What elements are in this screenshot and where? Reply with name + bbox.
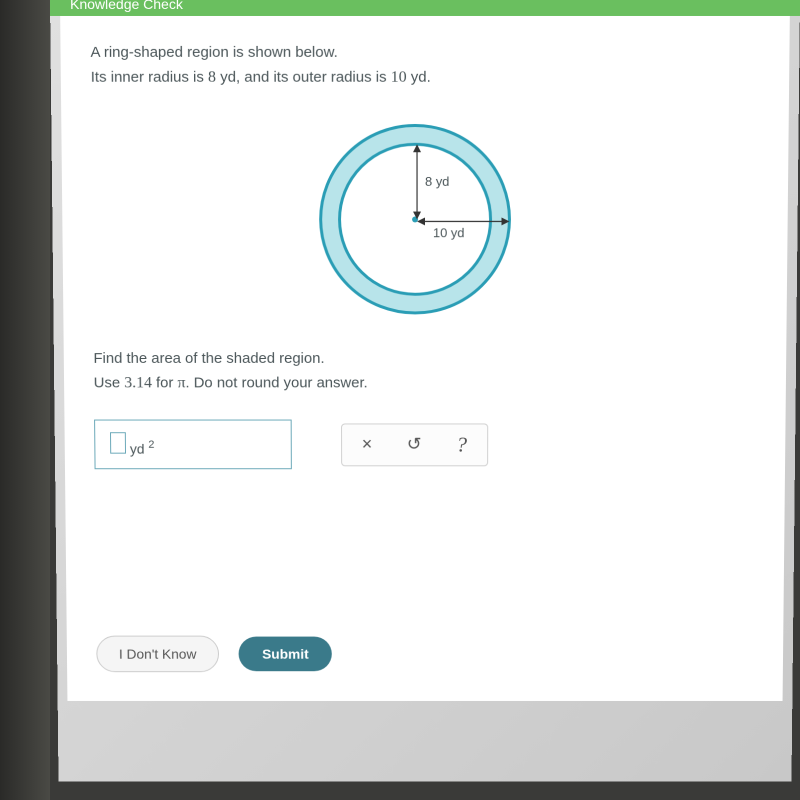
bottom-button-row: I Don't Know Submit <box>96 636 332 673</box>
svg-text:8 yd: 8 yd <box>425 174 449 189</box>
answer-box[interactable]: yd2 <box>94 420 292 470</box>
instruction-text: Find the area of the shaded region. Use … <box>93 347 756 395</box>
svg-text:10 yd: 10 yd <box>433 225 465 240</box>
pi-value: 3.14 <box>124 374 152 391</box>
header-title: Knowledge Check <box>70 0 183 12</box>
instruction-line1: Find the area of the shaded region. <box>93 347 756 370</box>
submit-button[interactable]: Submit <box>238 637 332 672</box>
answer-input[interactable] <box>110 432 126 453</box>
help-button[interactable]: ? <box>456 432 467 457</box>
instruction-line2: Use 3.14 for π. Do not round your answer… <box>94 370 757 395</box>
clear-button[interactable]: × <box>362 434 372 454</box>
answer-row: yd2 × ↺ ? <box>94 420 756 470</box>
answer-exponent: 2 <box>148 439 154 451</box>
problem-line1: A ring-shaped region is shown below. <box>90 41 759 65</box>
ring-diagram: 8 yd 10 yd <box>91 115 759 322</box>
header-bar: Knowledge Check <box>50 0 800 16</box>
inner-radius-value: 8 <box>208 69 216 86</box>
pi-symbol: π <box>177 374 185 391</box>
tool-panel: × ↺ ? <box>341 423 488 466</box>
screen-bezel-left <box>0 0 50 800</box>
app-window: Knowledge Check A ring-shaped region is … <box>50 0 800 781</box>
answer-unit: yd <box>130 441 145 457</box>
ring-svg: 8 yd 10 yd <box>305 115 544 322</box>
problem-statement: A ring-shaped region is shown below. Its… <box>90 41 759 90</box>
i-dont-know-button[interactable]: I Don't Know <box>96 636 219 673</box>
undo-button[interactable]: ↺ <box>407 434 422 454</box>
problem-line2: Its inner radius is 8 yd, and its outer … <box>91 65 760 90</box>
content-panel: A ring-shaped region is shown below. Its… <box>60 16 790 701</box>
outer-radius-value: 10 <box>391 69 407 86</box>
